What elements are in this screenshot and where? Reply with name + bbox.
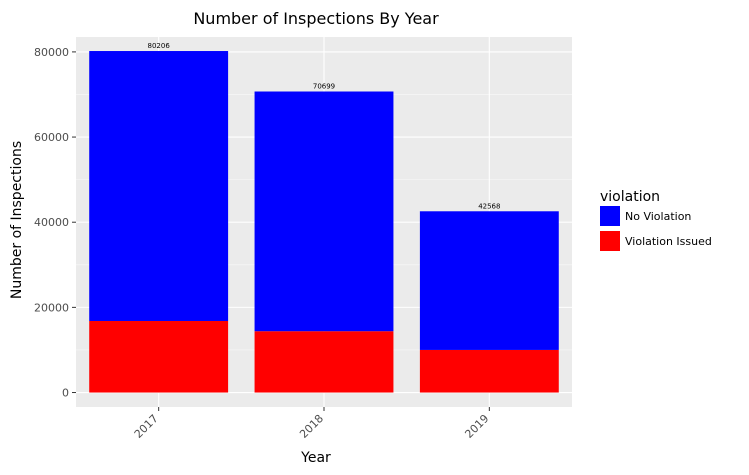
data-label-total-2017: 80206: [148, 42, 171, 50]
legend-label-no-violation: No Violation: [625, 210, 691, 223]
y-tick-label: 40000: [34, 216, 69, 229]
data-label-total-2019: 42568: [478, 202, 500, 210]
y-tick-label: 0: [62, 387, 69, 400]
legend-swatch-violation-issued: [600, 231, 620, 251]
x-tick-label: 2018: [297, 412, 326, 441]
bar-violation-issued-2019: [419, 349, 559, 393]
legend: violation No Violation Violation Issued: [600, 189, 712, 251]
data-label-total-2018: 70699: [313, 83, 335, 91]
bars-layer: [89, 51, 559, 393]
bar-no-violation-2019: [419, 211, 559, 350]
x-tick-label: 2019: [462, 412, 491, 441]
y-axis-title: Number of Inspections: [9, 141, 25, 299]
x-tick-label: 2017: [132, 412, 161, 441]
x-axis-title: Year: [300, 450, 331, 466]
legend-label-violation-issued: Violation Issued: [625, 235, 712, 248]
legend-swatch-no-violation: [600, 206, 620, 226]
y-tick-label: 20000: [34, 301, 69, 314]
y-tick-label: 80000: [34, 46, 69, 59]
bar-no-violation-2017: [89, 51, 229, 321]
chart-title: Number of Inspections By Year: [193, 9, 439, 28]
legend-title: violation: [600, 189, 660, 205]
y-tick-label: 60000: [34, 131, 69, 144]
bar-violation-issued-2017: [89, 320, 229, 393]
bar-violation-issued-2018: [254, 331, 394, 393]
bar-no-violation-2018: [254, 91, 394, 332]
x-axis: 2017 2018 2019: [132, 407, 491, 441]
y-axis: 0 20000 40000 60000 80000: [34, 46, 76, 400]
data-labels-layer: 80206 70699 42568: [148, 42, 501, 210]
